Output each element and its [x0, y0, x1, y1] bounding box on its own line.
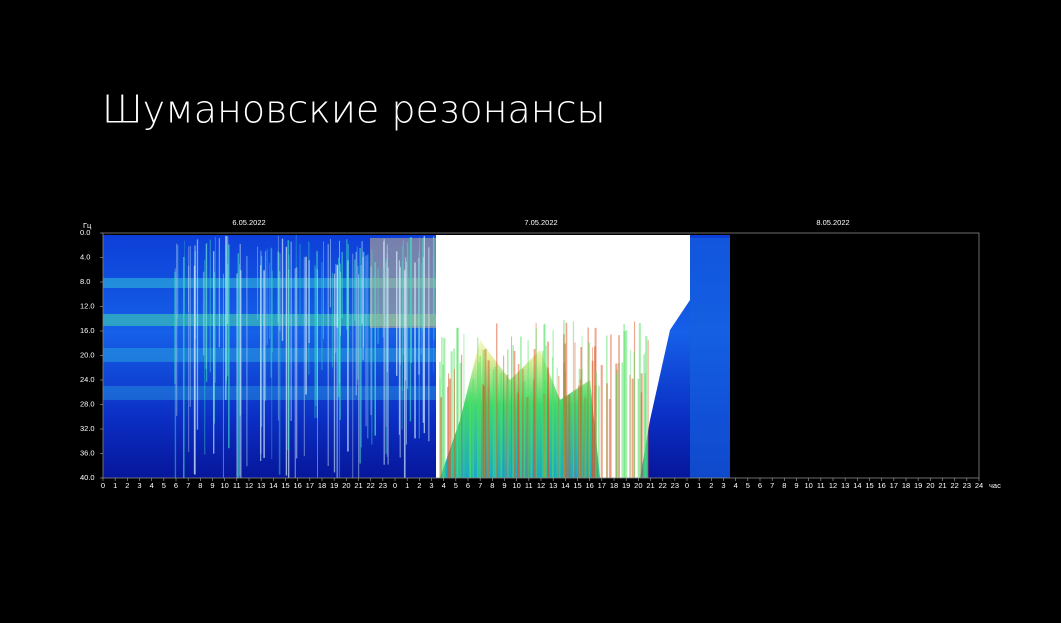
x-tick-label: 7 [478, 481, 482, 490]
x-tick-label: 0 [393, 481, 397, 490]
x-tick-label: 12 [245, 481, 253, 490]
band [690, 238, 730, 478]
y-tick-label: 20.0 [80, 350, 95, 359]
y-tick-label: 32.0 [80, 424, 95, 433]
x-tick-label: 8 [198, 481, 202, 490]
x-tick-label: 14 [853, 481, 861, 490]
x-tick-label: 8 [490, 481, 494, 490]
x-tick-label: 20 [634, 481, 642, 490]
x-tick-label: 5 [162, 481, 166, 490]
x-tick-label: 21 [646, 481, 654, 490]
x-tick-label: 11 [817, 481, 825, 490]
x-tick-label: 10 [220, 481, 228, 490]
y-tick-label: 28.0 [80, 399, 95, 408]
x-tick-label: 20 [926, 481, 934, 490]
x-tick-label: 20 [342, 481, 350, 490]
x-tick-label: 17 [306, 481, 314, 490]
x-tick-label: 0 [101, 481, 105, 490]
spectrogram-image [103, 235, 730, 478]
slide-title: Шумановские резонансы [102, 88, 606, 132]
x-tick-label: 24 [975, 481, 983, 490]
x-tick-label: 12 [829, 481, 837, 490]
x-tick-label: 14 [561, 481, 569, 490]
x-tick-label: 19 [622, 481, 630, 490]
date-label: 7.05.2022 [524, 218, 557, 227]
x-tick-label: 10 [512, 481, 520, 490]
y-tick-label: 12.0 [80, 301, 95, 310]
x-tick-label: 15 [573, 481, 581, 490]
x-tick-label: 17 [890, 481, 898, 490]
x-tick-label: 15 [865, 481, 873, 490]
x-tick-label: 1 [697, 481, 701, 490]
x-tick-label: 18 [902, 481, 910, 490]
x-tick-label: 16 [585, 481, 593, 490]
x-tick-label: 23 [671, 481, 679, 490]
x-tick-label: 16 [293, 481, 301, 490]
x-tick-label: 16 [877, 481, 885, 490]
x-tick-label: 13 [841, 481, 849, 490]
x-axis-label: час [989, 481, 1001, 490]
x-tick-label: 11 [525, 481, 533, 490]
x-tick-label: 14 [269, 481, 277, 490]
x-tick-label: 10 [804, 481, 812, 490]
y-tick-label: 16.0 [80, 326, 95, 335]
x-tick-label: 22 [366, 481, 374, 490]
x-tick-label: 13 [549, 481, 557, 490]
x-tick-label: 22 [658, 481, 666, 490]
x-tick-label: 12 [537, 481, 545, 490]
x-tick-label: 21 [354, 481, 362, 490]
x-tick-label: 3 [429, 481, 433, 490]
x-tick-label: 23 [379, 481, 387, 490]
x-tick-label: 15 [281, 481, 289, 490]
x-tick-label: 11 [233, 481, 241, 490]
y-axis-label: Гц [83, 221, 92, 230]
x-tick-label: 6 [758, 481, 762, 490]
x-tick-label: 4 [442, 481, 446, 490]
band [103, 278, 436, 288]
x-tick-label: 9 [502, 481, 506, 490]
x-tick-label: 6 [466, 481, 470, 490]
x-tick-label: 5 [454, 481, 458, 490]
x-tick-label: 2 [125, 481, 129, 490]
x-tick-label: 17 [598, 481, 606, 490]
x-tick-label: 9 [794, 481, 798, 490]
x-tick-label: 22 [950, 481, 958, 490]
x-tick-label: 1 [405, 481, 409, 490]
x-tick-label: 1 [113, 481, 117, 490]
y-tick-label: 36.0 [80, 448, 95, 457]
y-tick-label: 24.0 [80, 375, 95, 384]
x-tick-label: 13 [257, 481, 265, 490]
x-tick-label: 2 [709, 481, 713, 490]
y-tick-label: 4.0 [80, 252, 90, 261]
x-tick-label: 18 [318, 481, 326, 490]
date-label: 6.05.2022 [232, 218, 265, 227]
x-tick-label: 4 [150, 481, 154, 490]
x-tick-label: 18 [610, 481, 618, 490]
x-tick-label: 7 [186, 481, 190, 490]
x-tick-label: 23 [963, 481, 971, 490]
y-tick-label: 8.0 [80, 277, 90, 286]
x-tick-label: 19 [330, 481, 338, 490]
x-tick-label: 7 [770, 481, 774, 490]
x-tick-label: 19 [914, 481, 922, 490]
x-tick-label: 5 [746, 481, 750, 490]
x-tick-label: 6 [174, 481, 178, 490]
x-tick-label: 4 [734, 481, 738, 490]
x-tick-label: 8 [782, 481, 786, 490]
date-label: 8.05.2022 [816, 218, 849, 227]
y-tick-label: 0.0 [80, 228, 90, 237]
band [370, 238, 436, 328]
x-tick-label: 3 [721, 481, 725, 490]
x-tick-label: 2 [417, 481, 421, 490]
x-tick-label: 9 [210, 481, 214, 490]
x-tick-label: 0 [685, 481, 689, 490]
x-tick-label: 21 [938, 481, 946, 490]
y-tick-label: 40.0 [80, 473, 95, 482]
x-tick-label: 3 [137, 481, 141, 490]
